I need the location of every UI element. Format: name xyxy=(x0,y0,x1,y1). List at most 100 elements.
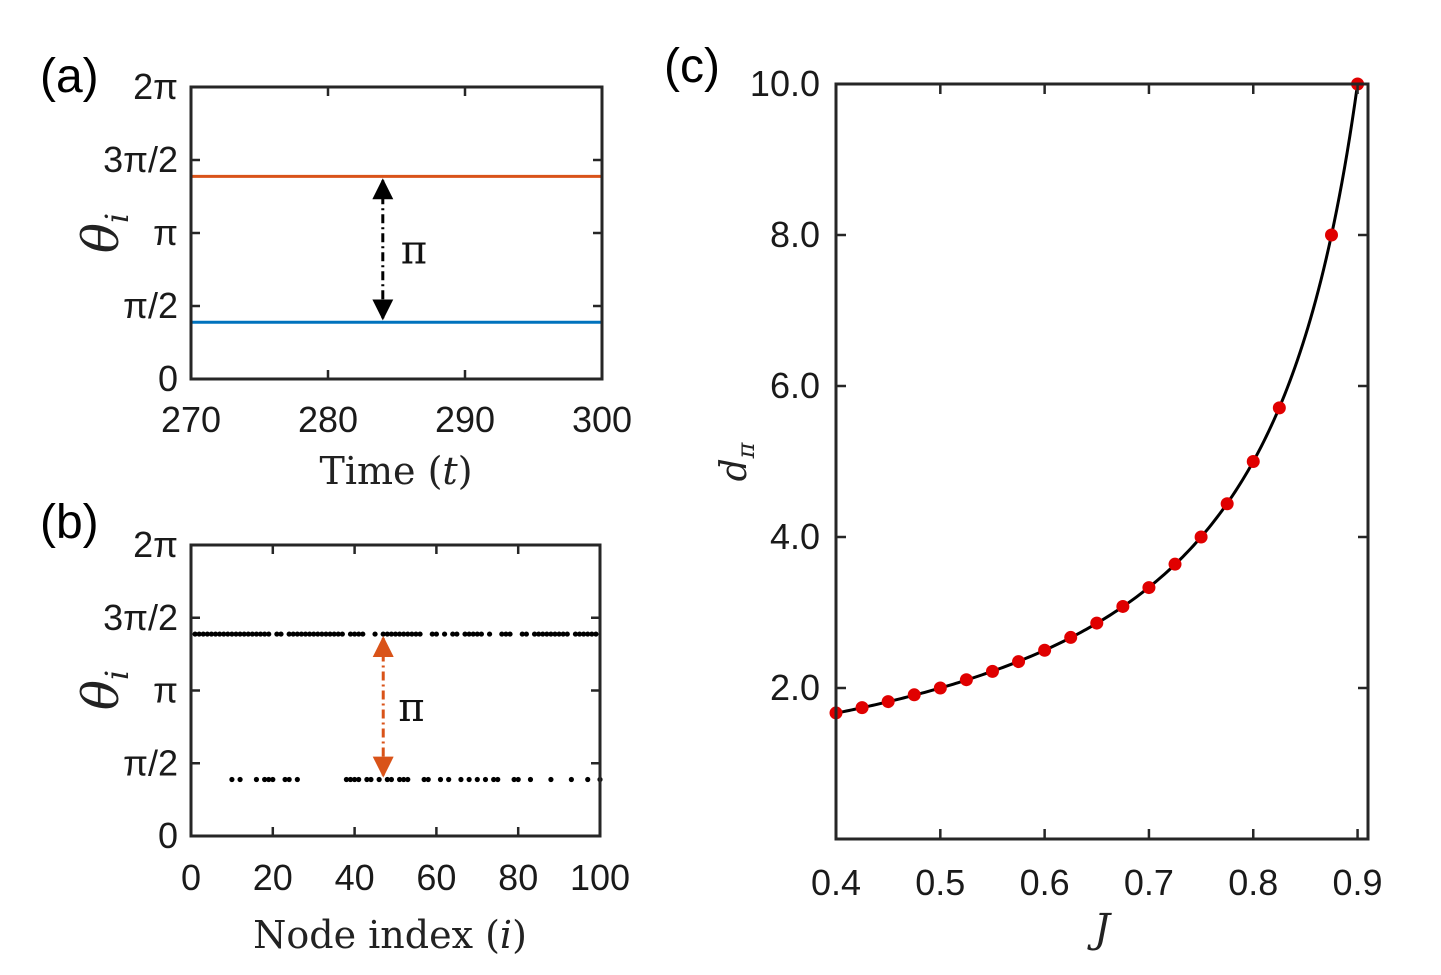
panel-c-xtick-label: 0.8 xyxy=(1228,862,1278,903)
panel-b-node-point-1 xyxy=(360,631,366,637)
panel-c-label: (c) xyxy=(664,40,720,93)
panel-b-node-point-2 xyxy=(286,776,292,783)
panel-b-node-point-1 xyxy=(519,631,525,637)
panel-b-node-point-1 xyxy=(311,631,317,637)
panel-b-node-point-2 xyxy=(384,776,390,783)
panel-b-node-point-1 xyxy=(540,631,546,637)
panel-b-node-point-1 xyxy=(262,631,268,637)
panel-b-xtick-label: 60 xyxy=(416,857,456,898)
panel-b-node-point-1 xyxy=(589,631,595,637)
panel-b-node-point-1 xyxy=(315,631,321,637)
panel-b-node-point-1 xyxy=(307,631,313,637)
panel-b-node-point-1 xyxy=(372,631,378,637)
panel-b-node-point-2 xyxy=(262,776,268,783)
panel-c-data-point xyxy=(1168,557,1182,571)
panel-c-data-point xyxy=(1324,228,1338,242)
panel-b-node-point-2 xyxy=(491,776,497,783)
panel-b-node-point-1 xyxy=(409,631,415,637)
panel-b-node-point-2 xyxy=(347,776,354,783)
panel-c-frame xyxy=(834,82,1370,841)
panel-b-node-point-2 xyxy=(343,776,350,783)
panel-b-node-point-2 xyxy=(364,776,370,783)
panel-b-node-point-1 xyxy=(204,631,210,637)
panel-c-data-point xyxy=(1090,616,1104,630)
panel-b-node-point-1 xyxy=(298,631,305,637)
panel-b-node-point-2 xyxy=(425,776,431,783)
panel-b-node-point-1 xyxy=(384,631,390,637)
panel-b-node-point-1 xyxy=(486,631,493,637)
panel-b-node-point-1 xyxy=(278,631,284,637)
panel-c-data-point xyxy=(881,695,895,709)
panel-b-xtick-label: 40 xyxy=(335,857,375,898)
panel-b-ylabel: θi xyxy=(72,670,136,710)
panel-c-xtick-label: 0.6 xyxy=(1020,862,1070,903)
panel-a-ticks: 270 280 290 300 0 π/2 π 3π/2 2π xyxy=(103,66,632,440)
panel-b-node-point-1 xyxy=(552,631,558,637)
panel-b-node-point-1 xyxy=(237,631,243,637)
panel-b-node-point-1 xyxy=(396,631,403,637)
panel-b-node-point-1 xyxy=(245,631,251,637)
panel-b-node-point-1 xyxy=(196,631,202,637)
panel-b-pi-label: π xyxy=(398,685,424,731)
panel-b-node-point-2 xyxy=(548,776,554,783)
svg-text:dπ: dπ xyxy=(714,441,760,481)
panel-b-node-point-2 xyxy=(352,776,358,783)
panel-b-node-point-1 xyxy=(462,631,468,637)
panel-c-data-point xyxy=(1220,497,1234,511)
panel-a-ytick-label: 2π xyxy=(133,66,178,107)
panel-c-xtick-label: 0.7 xyxy=(1124,862,1174,903)
panel-c-data-point xyxy=(959,673,973,687)
panel-b-xtick-label: 80 xyxy=(498,857,538,898)
panel-b-node-point-1 xyxy=(294,631,300,637)
panel-a-ylabel: θi xyxy=(72,213,136,253)
panel-b-node-point-1 xyxy=(388,631,395,637)
panel-b-node-point-1 xyxy=(356,631,362,637)
panel-b-ytick-label: 3π/2 xyxy=(103,597,178,638)
panel-b-node-point-1 xyxy=(450,631,456,637)
panel-b-node-point-1 xyxy=(441,631,448,637)
panel-c-ytick-label: 2.0 xyxy=(770,667,820,708)
panel-b-node-point-1 xyxy=(257,631,264,637)
panel-a-ytick-label: 0 xyxy=(158,358,178,399)
panel-c-data-point xyxy=(1038,643,1052,657)
panel-b-node-point-1 xyxy=(478,631,484,637)
panel-b-node-point-1 xyxy=(380,631,386,637)
panel-a-ytick-label: π xyxy=(153,212,178,253)
panel-c-ticks: 0.4 0.5 0.6 0.7 0.8 0.9 2.0 4.0 6.0 8.0 10.0 xyxy=(750,63,1383,903)
panel-b-ytick-label: π/2 xyxy=(123,742,178,783)
panel-b-ticks: 0 20 40 60 80 100 0 π/2 π 3π/2 2π xyxy=(103,524,630,898)
panel-b-node-point-1 xyxy=(564,631,570,637)
panel-b-node-point-2 xyxy=(466,776,472,783)
panel-b-frame xyxy=(189,543,602,838)
panel-b-node-point-1 xyxy=(593,631,599,637)
panel-b-node-point-1 xyxy=(229,631,235,637)
panel-b-ytick-label: π xyxy=(153,670,178,711)
panel-b-node-point-1 xyxy=(249,631,255,637)
panel-b-node-point-1 xyxy=(192,631,198,637)
panel-b-node-point-1 xyxy=(560,631,566,637)
panel-a-ytick-label: 3π/2 xyxy=(103,139,178,180)
panel-b-node-point-1 xyxy=(556,631,562,637)
panel-b-node-point-2 xyxy=(376,776,382,783)
panel-b-node-point-1 xyxy=(417,631,423,637)
panel-b-node-point-2 xyxy=(294,776,300,783)
panel-b-node-point-1 xyxy=(392,631,399,637)
panel-a-label: (a) xyxy=(40,50,99,103)
panel-a-xtick-label: 280 xyxy=(298,399,358,440)
panel-b-xtick-label: 20 xyxy=(253,857,293,898)
panel-b-xlabel: Node index (i) xyxy=(253,913,527,957)
panel-b-node-point-1 xyxy=(536,631,542,637)
panel-b-ytick-label: 2π xyxy=(133,524,178,565)
panel-c-ytick-label: 6.0 xyxy=(770,365,820,406)
panel-c-data-point xyxy=(1064,630,1078,644)
panel-b-node-point-1 xyxy=(327,631,333,637)
panel-b-node-point-1 xyxy=(531,631,538,637)
panel-b-node-point-1 xyxy=(413,631,419,637)
panel-b-node-point-2 xyxy=(401,776,407,783)
panel-b-label: (b) xyxy=(40,496,99,549)
svg-text:θi: θi xyxy=(72,670,136,710)
panel-b-node-point-1 xyxy=(544,631,550,637)
panel-c-data-point xyxy=(1116,599,1130,613)
panel-b-node-point-2 xyxy=(229,776,235,783)
